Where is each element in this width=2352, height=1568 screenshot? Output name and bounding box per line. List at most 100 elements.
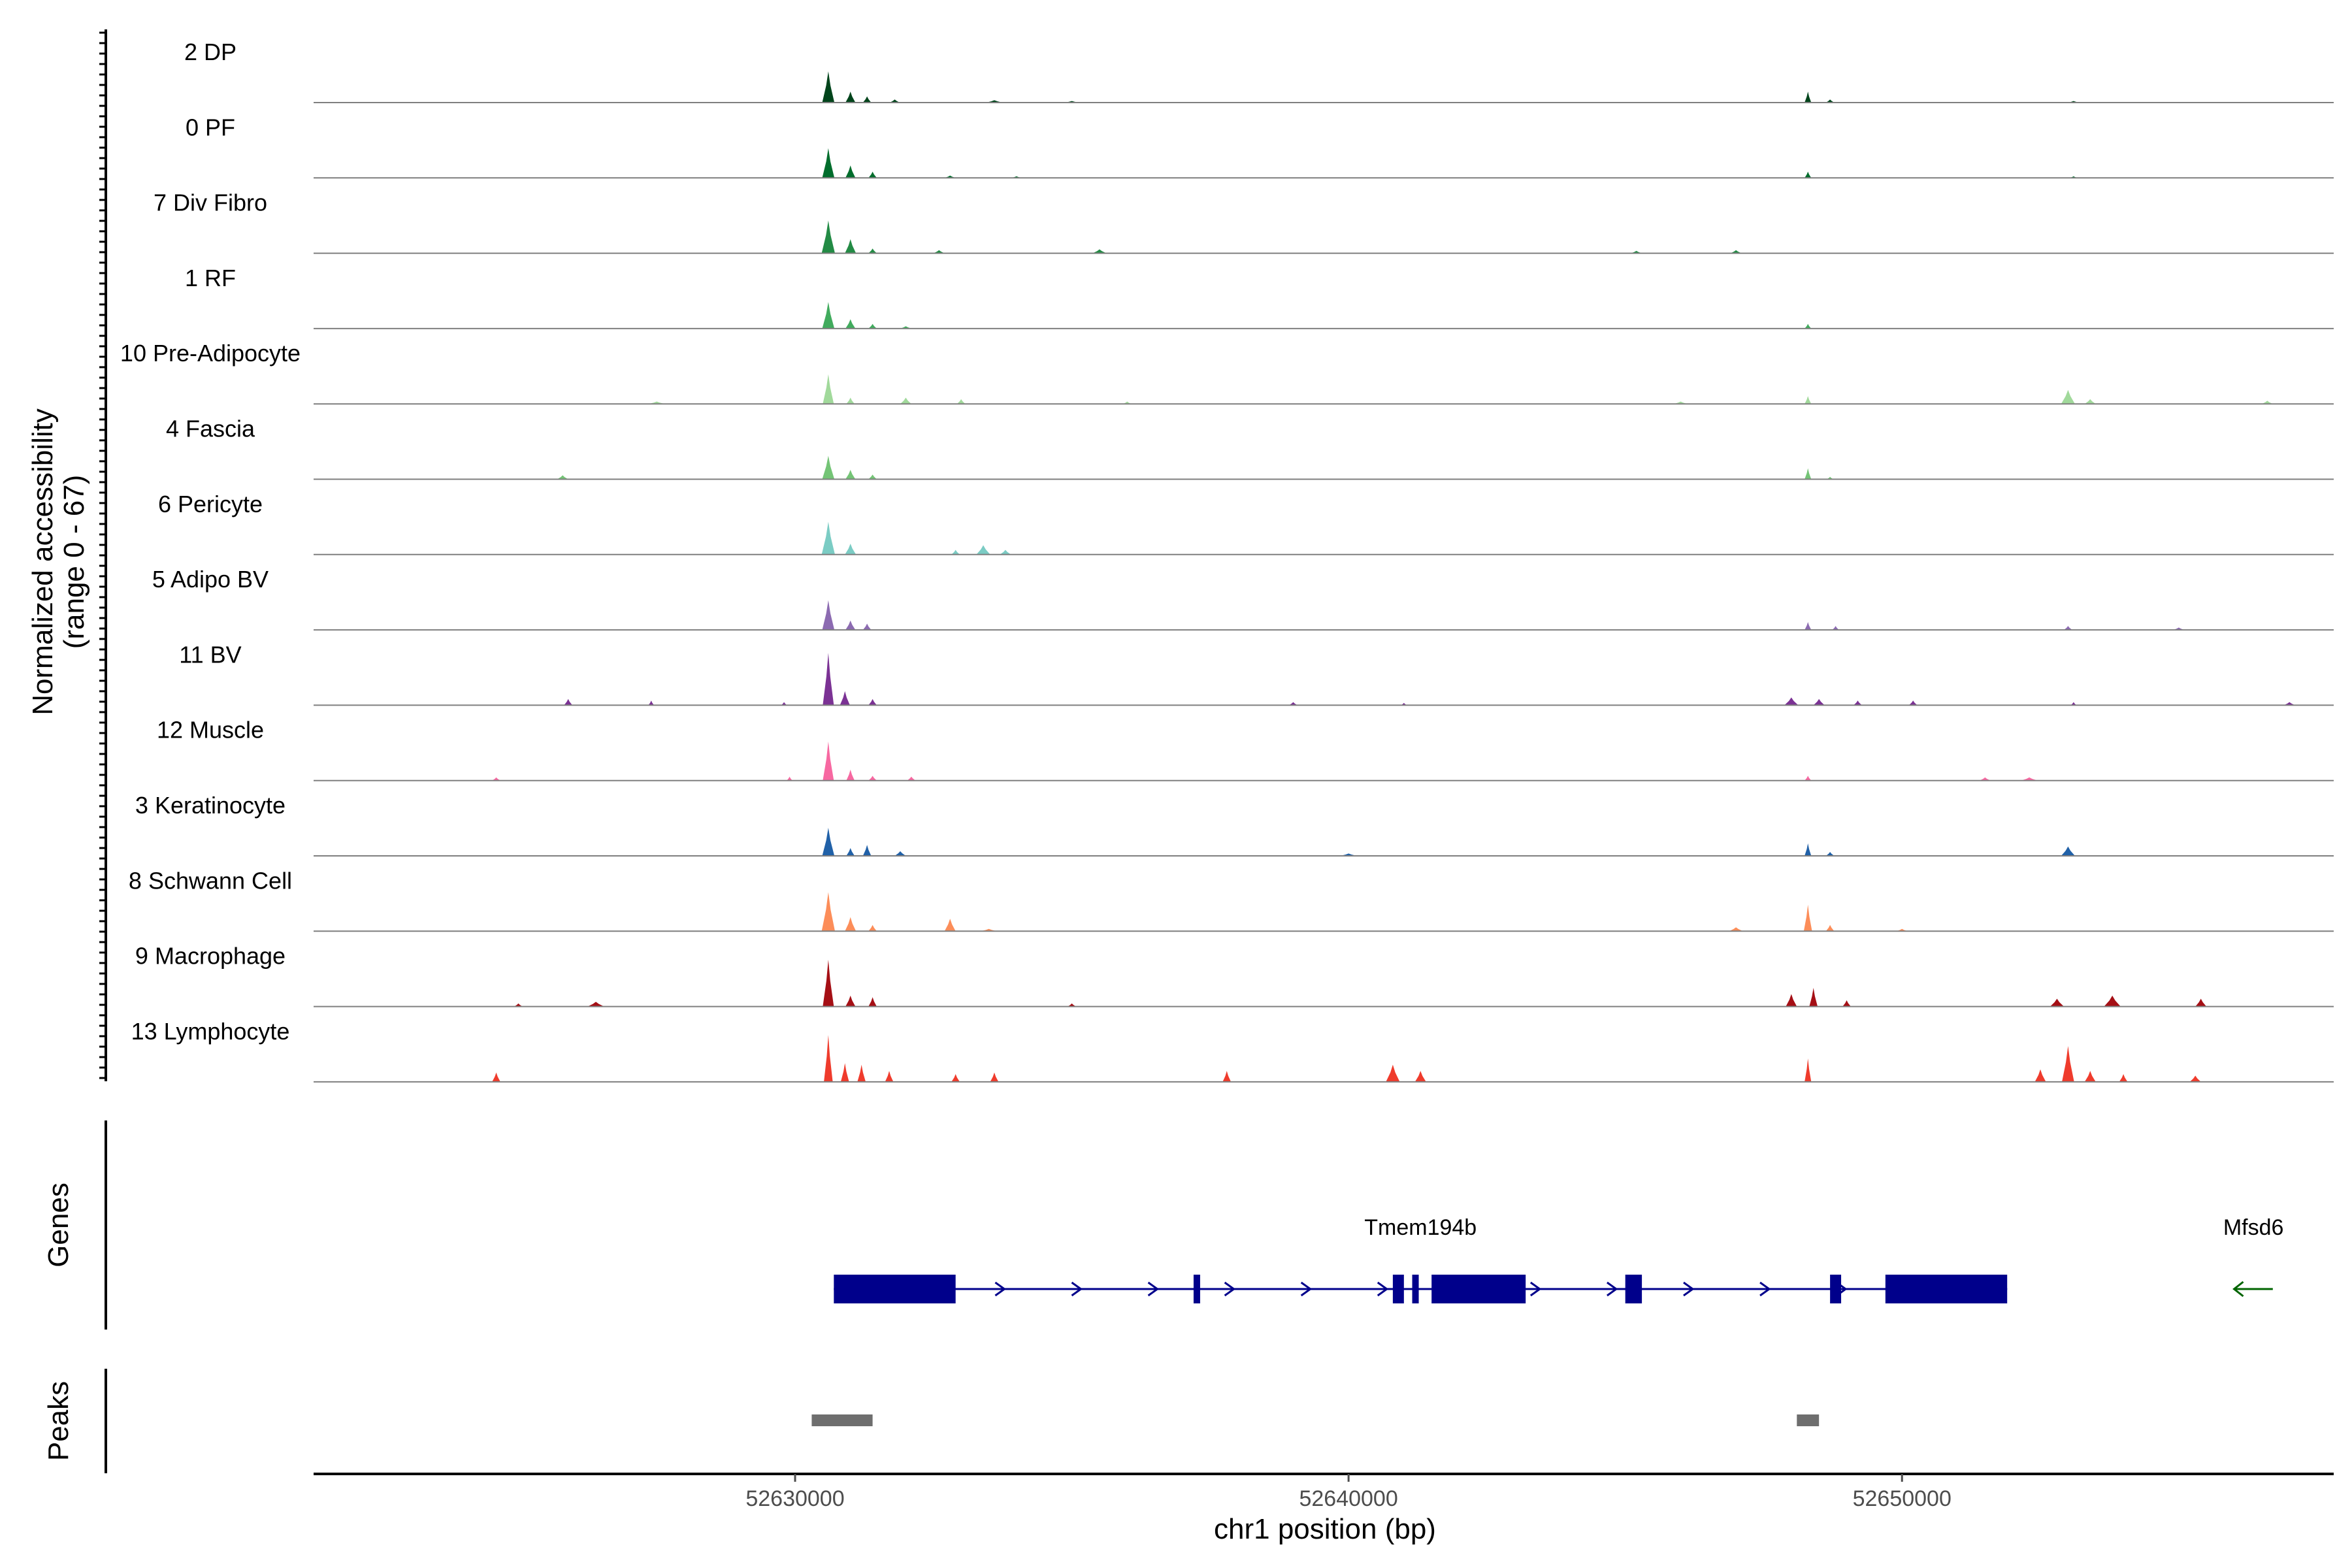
gene-exon [1193, 1275, 1200, 1303]
y-axis-title-range: (range 0 - 67) [58, 475, 90, 649]
track-label: 2 DP [184, 39, 237, 65]
coverage-peak [1730, 250, 1742, 253]
coverage-peak [2061, 846, 2075, 856]
strand-arrow [994, 1281, 1007, 1297]
track-label: 4 Fascia [166, 416, 255, 442]
track-label: 5 Adipo BV [152, 566, 269, 593]
coverage-peak [1825, 99, 1835, 103]
coverage-peak [1786, 994, 1797, 1007]
coverage-peak [823, 374, 834, 404]
track-7: 6 Pericyte [158, 491, 2334, 555]
coverage-peak [944, 919, 956, 932]
coverage-peak [492, 777, 500, 781]
coverage-tracks: 2 DP 0 PF 7 Div Fibro 1 RF 10 Pre-Adipocyte 4… [120, 39, 2334, 1083]
coverage-peak [951, 549, 960, 555]
genes-panel: Genes Tmem194b Mfsd6 [42, 1120, 2283, 1330]
coverage-peak [823, 653, 834, 706]
coverage-peak [514, 1003, 523, 1007]
coverage-peak [1832, 626, 1839, 630]
coverage-peak [2189, 1075, 2201, 1082]
coverage-peak [823, 959, 834, 1007]
gene-exon [1412, 1275, 1419, 1303]
genes-track-title: Genes [42, 1183, 74, 1267]
coverage-peak [1784, 697, 1799, 706]
coverage-peak [840, 1063, 849, 1082]
coverage-peak [976, 545, 990, 555]
x-axis: 52630000 52640000 52650000 chr1 position (… [314, 1473, 2334, 1545]
coverage-peak [907, 776, 916, 781]
coverage-peak [1805, 468, 1812, 480]
strand-arrow [1683, 1281, 1695, 1297]
coverage-peak [1805, 323, 1812, 329]
coverage-peak [1908, 700, 1918, 706]
coverage-peak [2104, 995, 2121, 1007]
coverage-peak [1729, 927, 1743, 932]
peak-region [811, 1414, 873, 1426]
coverage-peak [1825, 852, 1835, 856]
coverage-peak [1805, 1058, 1812, 1082]
gene-exon [1431, 1275, 1526, 1303]
coverage-peak [1805, 396, 1812, 404]
track-label: 11 BV [179, 641, 241, 668]
coverage-peak [1979, 777, 1991, 781]
peaks-content [811, 1414, 1820, 1426]
coverage-peak [787, 776, 792, 781]
coverage-peak [845, 917, 857, 932]
coverage-peak [1092, 249, 1107, 253]
coverage-peak [822, 148, 835, 178]
coverage-peak [933, 250, 945, 253]
y-ticks [99, 31, 106, 1079]
track-label: 8 Schwann Cell [129, 867, 292, 894]
peaks-track-title: Peaks [42, 1381, 74, 1461]
coverage-peak [868, 474, 877, 480]
strand-arrow [1224, 1281, 1236, 1297]
coverage-peak [821, 521, 835, 555]
coverage-peak [564, 698, 573, 706]
coverage-peak [822, 600, 835, 630]
x-axis-title: chr1 position (bp) [1214, 1513, 1436, 1545]
coverage-peak [2070, 702, 2077, 706]
coverage-peak [2195, 998, 2207, 1007]
coverage-peak [822, 828, 835, 856]
coverage-peak [2034, 1069, 2046, 1082]
strand-arrow [2232, 1281, 2244, 1298]
gene-exon [1625, 1275, 1642, 1303]
coverage-peak [1805, 91, 1812, 103]
coverage-peak [822, 71, 835, 103]
track-12: 8 Schwann Cell [129, 867, 2334, 932]
strand-arrow [1300, 1281, 1313, 1297]
coverage-peak [845, 319, 856, 329]
coverage-peak [862, 623, 872, 630]
y-axis-title: Normalized accessibility [27, 408, 59, 715]
coverage-peak [648, 700, 654, 706]
coverage-peak [868, 924, 877, 932]
track-1: 2 DP [184, 39, 2334, 103]
coverage-peak [857, 1064, 866, 1082]
track-4: 1 RF [185, 265, 2334, 329]
y-axis: Normalized accessibility (range 0 - 67) [27, 29, 107, 1081]
coverage-peak [1805, 776, 1812, 781]
gene-mfsd6: Mfsd6 [2223, 1215, 2283, 1298]
coverage-peak [956, 399, 966, 404]
track-14: 13 Lymphocyte [131, 1018, 2334, 1083]
coverage-peak [492, 1072, 500, 1082]
coverage-peak [823, 741, 834, 781]
coverage-peak [1809, 987, 1818, 1007]
coverage-peak [2050, 998, 2065, 1007]
track-2: 0 PF [186, 114, 2334, 179]
track-13: 9 Macrophage [135, 943, 2334, 1007]
strand-arrow [1377, 1281, 1389, 1297]
coverage-peak [781, 702, 787, 706]
coverage-peak [868, 171, 877, 178]
gene-label: Tmem194b [1364, 1215, 1477, 1240]
coverage-peak [846, 769, 855, 781]
coverage-peak [845, 620, 856, 630]
coverage-peak [846, 397, 855, 404]
coverage-peak [2061, 389, 2075, 404]
coverage-peak [889, 99, 900, 103]
coverage-peak [821, 892, 835, 932]
coverage-peak [1825, 924, 1835, 932]
coverage-peak [990, 1072, 999, 1082]
x-tick-label: 52640000 [1299, 1486, 1397, 1511]
